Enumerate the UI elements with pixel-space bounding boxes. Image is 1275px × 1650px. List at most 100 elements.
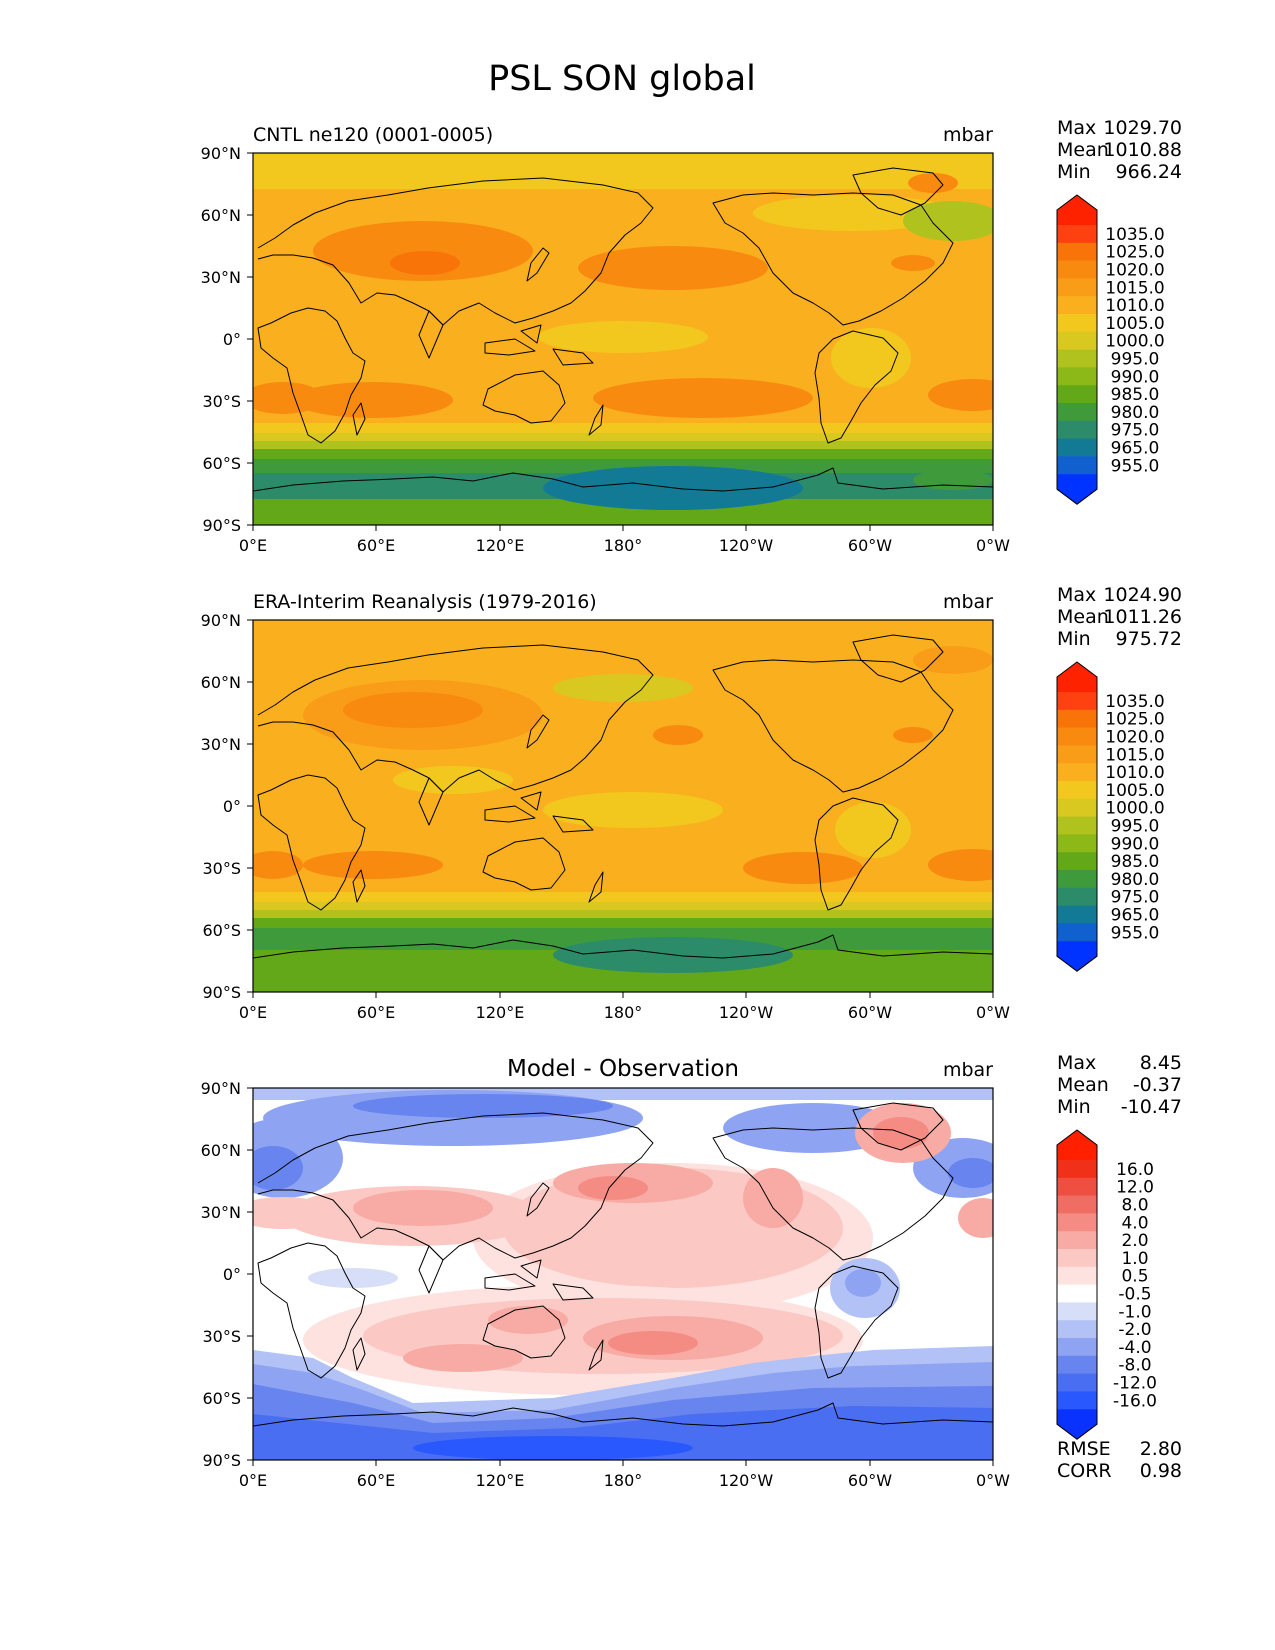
colorbar-segment [1057, 260, 1097, 279]
colorbar-segment [1057, 905, 1097, 924]
colorbar-segment [1057, 834, 1097, 853]
lat-tick-label: 30°S [202, 859, 241, 878]
colorbar-model: 1035.01025.01020.01015.01010.01005.01000… [1056, 194, 1165, 505]
lat-tick-label: 30°N [201, 1203, 241, 1222]
colorbar-extend-min [1057, 941, 1097, 972]
colorbar-segment [1057, 1213, 1097, 1232]
figure-title: PSL SON global [488, 59, 756, 99]
colorbar-tick-label: -8.0 [1118, 1356, 1151, 1376]
colorbar-segment [1057, 745, 1097, 764]
colorbar-tick-label: 1020.0 [1105, 728, 1164, 748]
lat-tick-label: 90°N [201, 144, 241, 163]
colorbar-segment [1057, 1284, 1097, 1303]
panel-units: mbar [943, 1059, 993, 1081]
lat-tick-label: 0° [223, 797, 241, 816]
colorbar-tick-label: 16.0 [1116, 1160, 1154, 1180]
colorbar-tick-label: 995.0 [1111, 817, 1160, 837]
colorbar-tick-label: 985.0 [1111, 385, 1160, 405]
stat-min-value: 966.24 [1116, 161, 1182, 183]
panel-title: CNTL ne120 (0001-0005) [253, 124, 493, 146]
lon-tick-label: 120°E [476, 536, 525, 555]
colorbar-tick-label: 2.0 [1121, 1231, 1148, 1251]
lat-tick-label: 30°N [201, 735, 241, 754]
lon-tick-label: 120°E [476, 1003, 525, 1022]
colorbar-extend-max [1057, 662, 1097, 692]
stat-mean-label: Mean [1057, 606, 1109, 628]
corr-value: 0.98 [1140, 1460, 1182, 1482]
colorbar-segment [1057, 1177, 1097, 1197]
colorbar-segment [1057, 278, 1097, 297]
colorbar-tick-label: 12.0 [1116, 1178, 1154, 1198]
colorbar-tick-label: 1.0 [1121, 1249, 1148, 1269]
colorbar-outline [1056, 661, 1098, 972]
colorbar-tick-label: 955.0 [1111, 923, 1160, 943]
colorbar-segment [1057, 385, 1097, 404]
colorbar-segment [1057, 242, 1097, 262]
lon-tick-label: 0°W [976, 1471, 1010, 1490]
lat-tick-label: 90°S [202, 516, 241, 535]
colorbar-tick-label: -0.5 [1118, 1285, 1151, 1305]
lon-tick-label: 120°W [719, 1003, 774, 1022]
colorbar-segment [1057, 887, 1097, 907]
colorbar-tick-label: 965.0 [1111, 439, 1160, 459]
stat-min-label: Min [1057, 1096, 1091, 1118]
colorbar-tick-label: -1.0 [1118, 1302, 1151, 1322]
colorbar-extend-min [1057, 1409, 1097, 1440]
map-field [253, 1088, 993, 1460]
stat-max-value: 1029.70 [1103, 117, 1182, 139]
colorbar-tick-label: 1005.0 [1105, 781, 1164, 801]
stat-mean-label: Mean [1057, 139, 1109, 161]
stat-max-label: Max [1057, 117, 1096, 139]
colorbar-segment [1057, 816, 1097, 835]
colorbar-tick-label: 980.0 [1111, 870, 1160, 890]
colorbar-tick-label: 4.0 [1121, 1213, 1148, 1233]
colorbar-segment [1057, 1373, 1097, 1392]
colorbar-segment [1057, 331, 1097, 351]
map-field [253, 153, 993, 525]
colorbar-tick-label: 975.0 [1111, 888, 1160, 908]
colorbar-segment [1057, 456, 1097, 475]
panel-units: mbar [943, 591, 993, 613]
colorbar-segment [1057, 420, 1097, 440]
lat-axis: 90°N 60°N 30°N 0° 30°S 60°S 90°S [201, 1079, 253, 1470]
colorbar-segment [1057, 403, 1097, 422]
colorbar-tick-label: 1010.0 [1105, 296, 1164, 316]
colorbar-tick-label: 990.0 [1111, 367, 1160, 387]
colorbar-segment [1057, 438, 1097, 457]
colorbar-segment [1057, 1320, 1097, 1339]
lat-tick-label: 60°S [202, 921, 241, 940]
stat-max-label: Max [1057, 1052, 1096, 1074]
colorbar-tick-label: 980.0 [1111, 403, 1160, 423]
lat-tick-label: 90°N [201, 611, 241, 630]
lat-tick-label: 90°S [202, 1451, 241, 1470]
colorbar-segment [1057, 1160, 1097, 1179]
colorbar-segment [1057, 296, 1097, 315]
colorbar-segment [1057, 709, 1097, 729]
corr-label: CORR [1057, 1460, 1112, 1482]
lon-tick-label: 0°E [239, 1471, 267, 1490]
lon-tick-label: 60°E [357, 1471, 395, 1490]
rmse-value: 2.80 [1140, 1438, 1182, 1460]
colorbar-segment [1057, 367, 1097, 386]
colorbar-tick-label: 990.0 [1111, 834, 1160, 854]
stat-min-label: Min [1057, 161, 1091, 183]
colorbar-tick-label: 0.5 [1121, 1267, 1148, 1287]
lon-tick-label: 0°E [239, 1003, 267, 1022]
colorbar-observation: 1035.01025.01020.01015.01010.01005.01000… [1056, 661, 1165, 972]
panel-units: mbar [943, 124, 993, 146]
colorbar-segment [1057, 349, 1097, 368]
colorbar-extend-max [1057, 195, 1097, 225]
colorbar-tick-label: -4.0 [1118, 1338, 1151, 1358]
colorbar-tick-label: 1025.0 [1105, 710, 1164, 730]
stat-min-value: 975.72 [1116, 628, 1182, 650]
stat-max-value: 1024.90 [1103, 584, 1182, 606]
lat-tick-label: 0° [223, 330, 241, 349]
lat-tick-label: 30°N [201, 268, 241, 287]
lon-axis: 0°E 60°E 120°E 180° 120°W 60°W 0°W [239, 1460, 1010, 1490]
map-field [253, 620, 993, 992]
stats-model: Max 1029.70 Mean 1010.88 Min 966.24 [1057, 117, 1182, 183]
stats-observation: Max 1024.90 Mean 1011.26 Min 975.72 [1057, 584, 1182, 650]
colorbar-segment [1057, 1338, 1097, 1357]
colorbar-segment [1057, 225, 1097, 244]
colorbar-tick-label: 1010.0 [1105, 763, 1164, 783]
